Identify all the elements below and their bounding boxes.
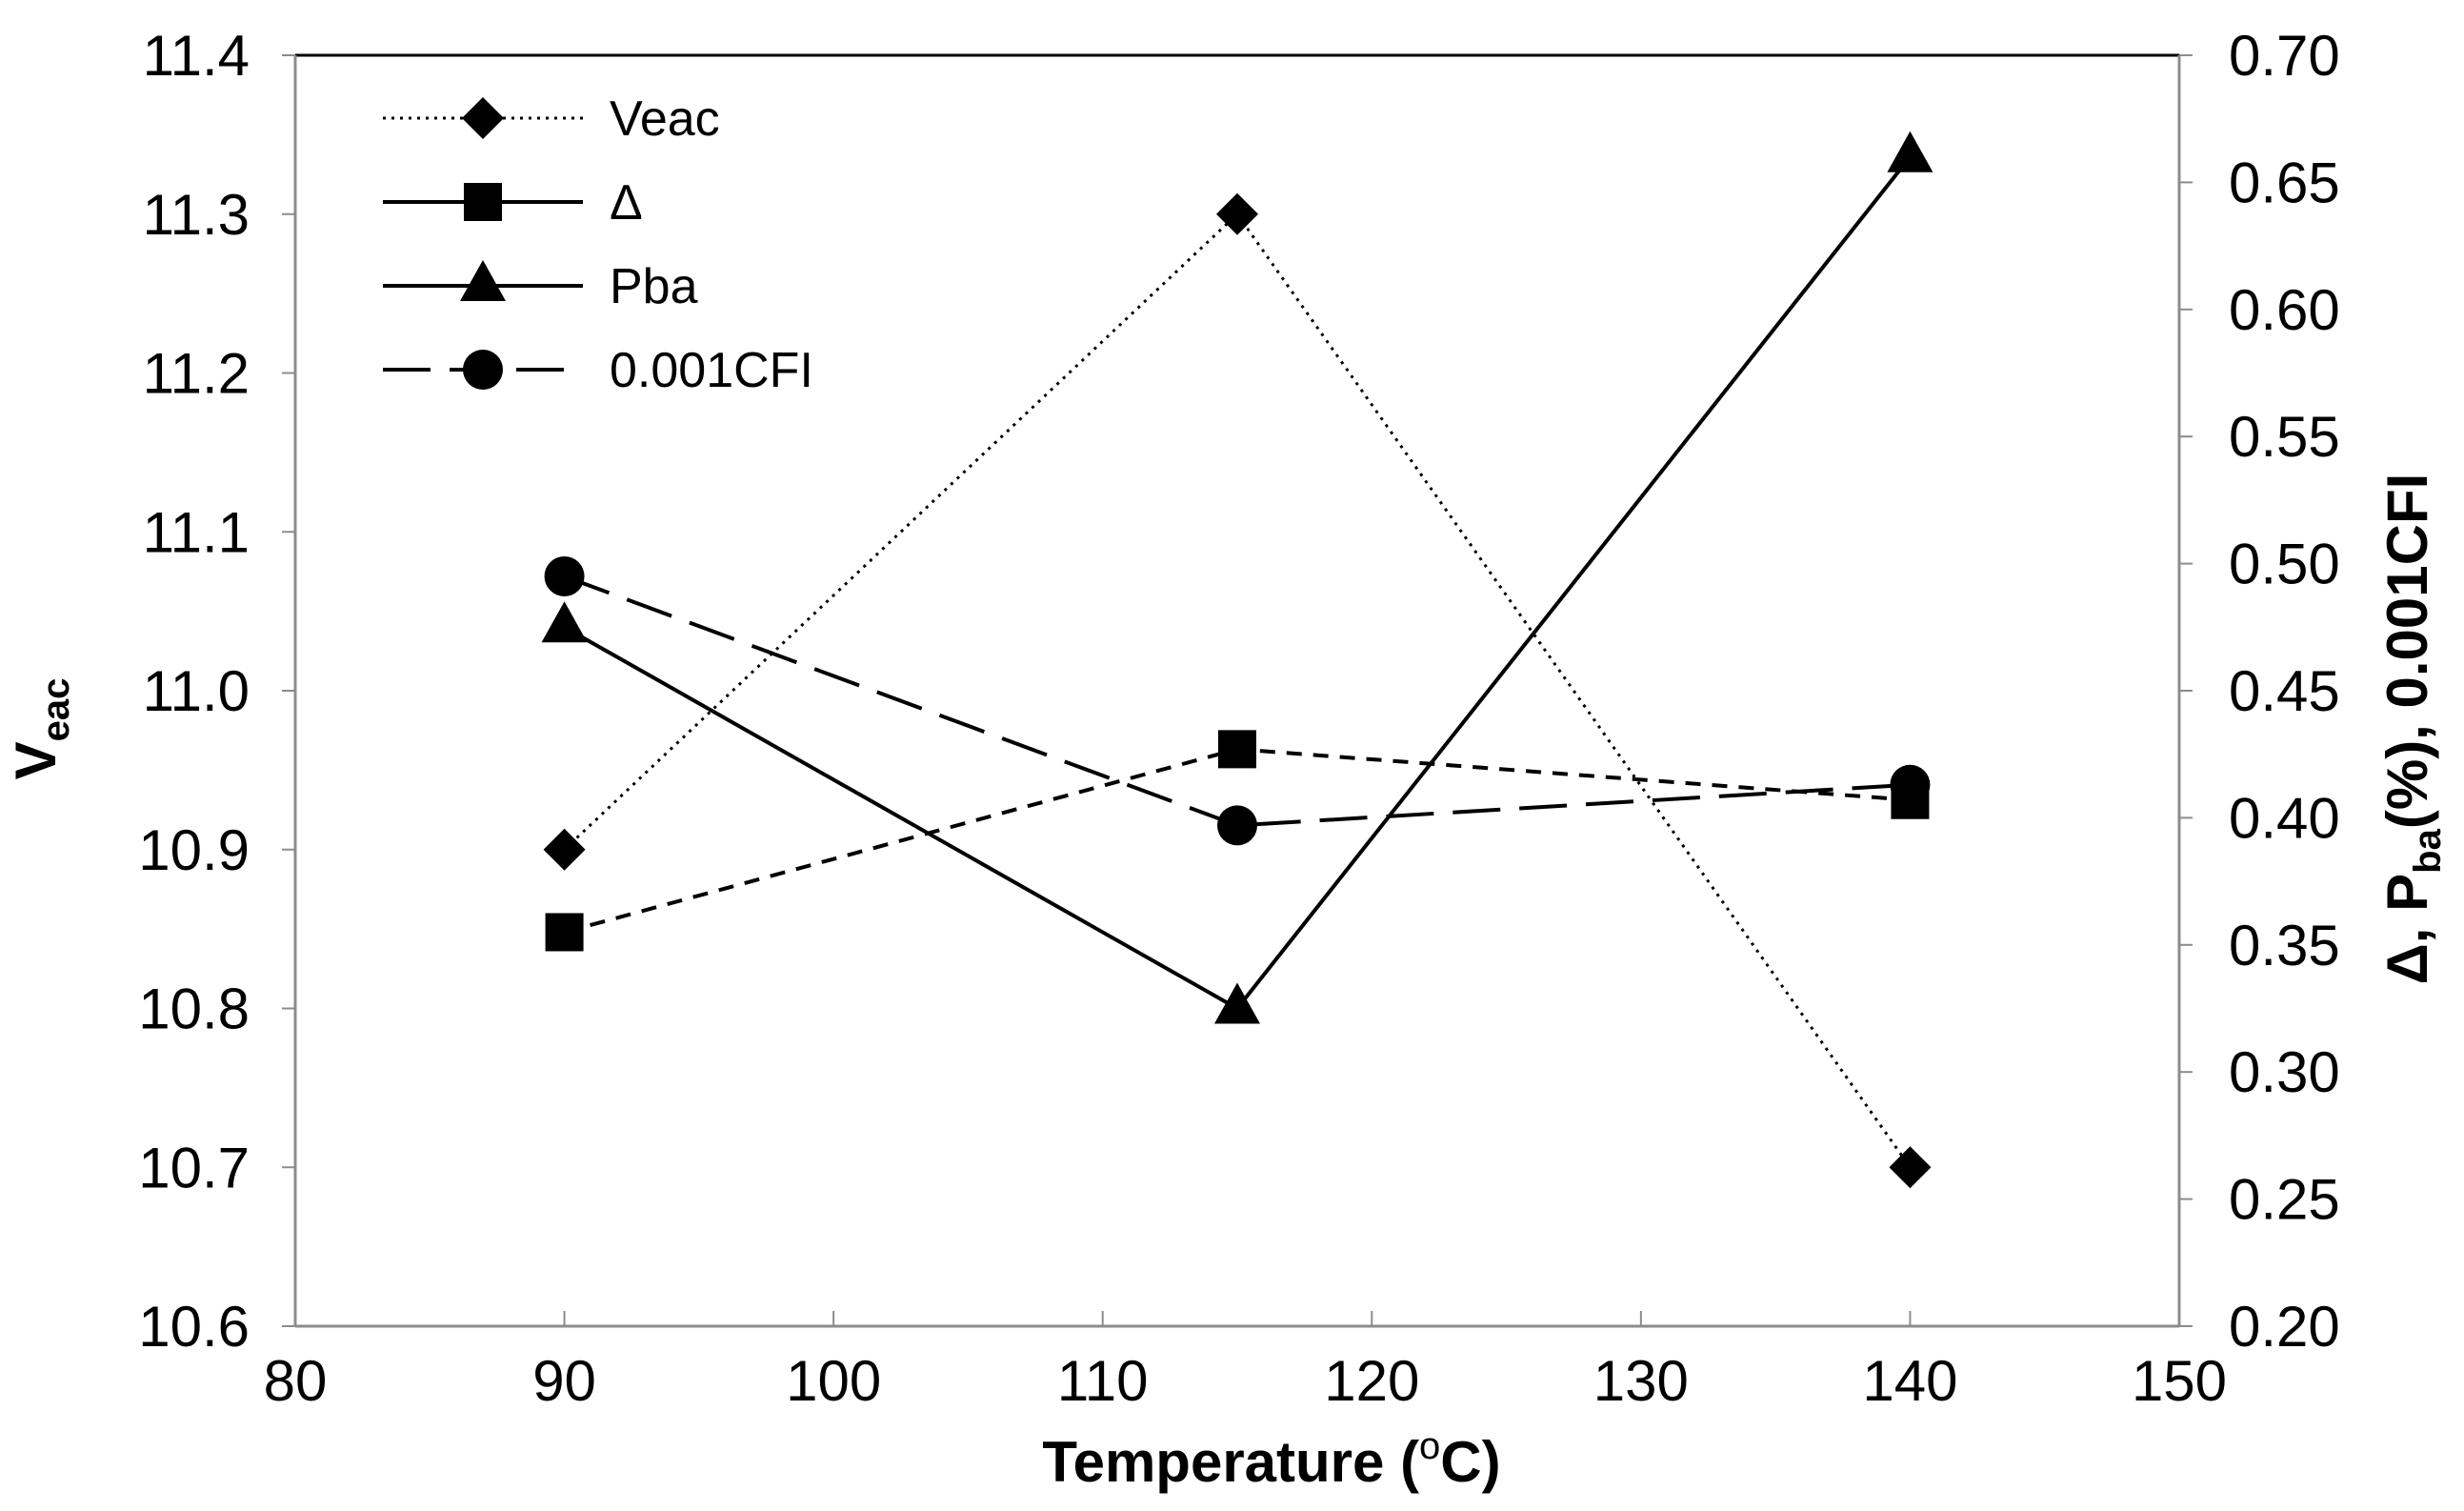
- legend-marker-pba: [460, 260, 506, 301]
- y-left-tick-label: 11.1: [143, 500, 250, 564]
- y-left-tick-label: 10.9: [138, 818, 250, 882]
- y-axis-right-title: Δ, Pba(%), 0.001CFI: [2375, 473, 2449, 985]
- y-right-tick-label: 0.40: [2229, 786, 2340, 850]
- y-left-tick-label: 10.7: [138, 1136, 250, 1199]
- data-point-pba: [1887, 131, 1933, 172]
- data-point-0-001cfi: [544, 555, 585, 596]
- y-right-tick-label: 0.30: [2229, 1040, 2340, 1104]
- y-right-tick-label: 0.55: [2229, 405, 2340, 469]
- legend-label-0-001cfi: 0.001CFI: [610, 343, 813, 398]
- legend-label-pba: Pba: [610, 259, 698, 314]
- series-markers: [541, 131, 1933, 1189]
- legend: Veac Δ Pba 0.001CFI: [383, 91, 813, 398]
- y-left-tick-label: 10.8: [138, 977, 250, 1041]
- data-point-0-001cfi: [1890, 764, 1931, 805]
- data-point-pba: [1214, 982, 1260, 1024]
- axis-ticks: 80 90 100 110 120 130 140 150 10.6 10.7 10.8 10.9 11…: [138, 24, 2340, 1413]
- legend-marker-veac: [462, 97, 504, 139]
- x-axis-title: Temperature (oC): [1042, 1425, 1500, 1494]
- x-tick-label: 140: [1862, 1349, 1957, 1413]
- data-point-veac: [1889, 1146, 1932, 1189]
- x-tick-label: 130: [1593, 1349, 1689, 1413]
- y-right-tick-label: 0.60: [2229, 278, 2340, 342]
- y-right-tick-label: 0.65: [2229, 151, 2340, 214]
- legend-marker-0-001cfi: [463, 350, 503, 390]
- y-left-tick-label: 11.4: [143, 24, 250, 88]
- y-left-tick-label: 11.3: [143, 183, 250, 247]
- legend-label-veac: Veac: [610, 91, 720, 147]
- legend-label-delta: Δ: [610, 175, 643, 231]
- data-point-0-001cfi: [1217, 805, 1257, 846]
- legend-marker-delta: [464, 183, 502, 221]
- y-left-tick-label: 11.2: [143, 342, 250, 406]
- y-right-tick-label: 0.25: [2229, 1168, 2340, 1232]
- y-axis-left-title: Veac: [4, 678, 77, 780]
- x-tick-label: 150: [2132, 1349, 2227, 1413]
- y-right-tick-label: 0.50: [2229, 533, 2340, 596]
- x-tick-label: 120: [1324, 1349, 1419, 1413]
- x-tick-label: 80: [264, 1349, 328, 1413]
- x-tick-label: 110: [1057, 1349, 1149, 1413]
- data-point-veac: [543, 828, 586, 871]
- series-line-0-001cfi: [563, 574, 1911, 828]
- y-right-tick-label: 0.45: [2229, 659, 2340, 723]
- y-right-tick-label: 0.20: [2229, 1295, 2340, 1359]
- y-left-tick-label: 11.0: [143, 659, 250, 723]
- y-left-tick-label: 10.6: [138, 1295, 250, 1359]
- data-point-pba: [541, 601, 588, 643]
- y-right-tick-label: 0.70: [2229, 24, 2340, 88]
- data-point-delta: [545, 913, 584, 952]
- x-tick-label: 100: [786, 1349, 881, 1413]
- x-tick-label: 90: [532, 1349, 596, 1413]
- y-right-tick-label: 0.35: [2229, 914, 2340, 977]
- data-point-veac: [1216, 192, 1258, 235]
- data-point-delta: [1218, 730, 1256, 769]
